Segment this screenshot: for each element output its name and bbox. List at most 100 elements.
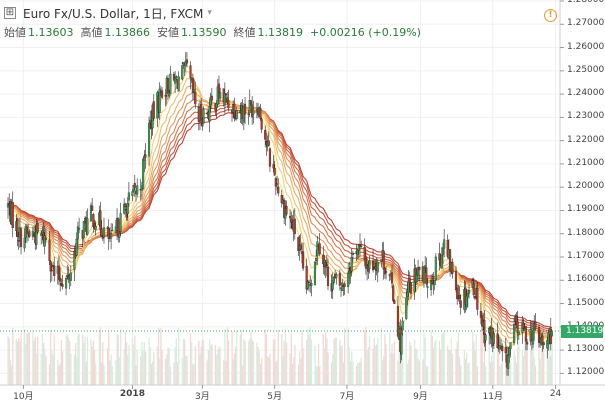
volume-bar (482, 362, 484, 385)
candle (285, 200, 288, 216)
candle (147, 116, 151, 166)
candle (227, 89, 230, 112)
candle (472, 277, 475, 299)
candle-body (472, 283, 475, 296)
volume-bar (265, 334, 268, 385)
candle-body (44, 237, 47, 240)
volume-bar (285, 342, 288, 385)
candle (102, 217, 106, 244)
volume-bar (339, 339, 341, 385)
candle (524, 326, 527, 351)
alert-icon[interactable]: ! (544, 9, 557, 22)
volume-bar (128, 344, 130, 385)
candle-body (243, 103, 247, 115)
volume-bar (40, 353, 42, 385)
volume-bar (377, 337, 379, 385)
candle-body (268, 148, 271, 167)
symbol-title[interactable]: Euro Fx/U.S. Dollar, 1日, FXCM (23, 6, 204, 21)
candle (338, 269, 341, 291)
volume-bar (485, 366, 487, 385)
volume-bar (52, 354, 54, 385)
volume-bar (151, 361, 154, 385)
candle-body (451, 261, 454, 274)
candle-body (82, 220, 85, 239)
volume-bar (101, 362, 103, 385)
volume-bar (134, 335, 136, 385)
volume-bar (35, 353, 38, 385)
volume-bar (365, 327, 367, 385)
candle-body (326, 267, 330, 287)
candle (351, 250, 354, 263)
volume-bar (334, 337, 336, 385)
candle (267, 131, 270, 146)
candle-body (285, 206, 288, 215)
ema-line-20 (7, 84, 553, 339)
candle-body (351, 252, 354, 256)
candle (318, 233, 321, 257)
volume-bar (182, 338, 185, 385)
expand-icon[interactable]: ⊞ (4, 7, 16, 19)
candle-body (147, 123, 151, 157)
volume-bar (60, 340, 63, 385)
volume-bar (252, 341, 255, 385)
candle-body (316, 241, 319, 256)
candle-body (73, 251, 76, 270)
volume-bar (451, 353, 454, 385)
volume-bar (417, 358, 419, 385)
candle (534, 312, 537, 332)
volume-bar (384, 333, 386, 385)
volume-bar (118, 357, 121, 385)
volume-bar (144, 351, 147, 385)
volume-bar (140, 356, 142, 385)
volume-bar (533, 357, 535, 385)
candle (509, 342, 512, 358)
candle-body (325, 264, 328, 266)
volume-bar (372, 348, 374, 385)
y-tick-label: 1.18000 (567, 227, 605, 238)
volume-bar (460, 365, 462, 385)
candle-body (57, 265, 61, 280)
open-value: 1.13603 (28, 25, 74, 39)
candle (91, 197, 94, 212)
chevron-down-icon[interactable]: ▾ (207, 8, 212, 18)
candle (476, 282, 479, 316)
volume-bar (50, 329, 52, 385)
volume-bar (268, 357, 270, 385)
volume-bar (298, 351, 301, 385)
volume-bar (133, 344, 135, 385)
volume-bar (327, 352, 329, 385)
volume-bar (476, 366, 479, 385)
volume-bar (166, 354, 168, 385)
volume-bar (57, 359, 59, 385)
volume-bar (239, 334, 241, 385)
y-tick-label: 1.27000 (567, 18, 605, 29)
volume-bar (480, 330, 482, 385)
candle-body (380, 259, 383, 262)
y-tick-label: 1.20000 (567, 181, 605, 192)
volume-bar (20, 330, 22, 385)
volume-bar (550, 355, 552, 385)
volume-bar (7, 336, 9, 385)
candle-body (127, 192, 130, 201)
volume-bar (231, 330, 233, 385)
candle-body (467, 290, 471, 294)
close-label: 終値 (233, 26, 256, 39)
candle-body (119, 213, 122, 232)
candle-body (49, 261, 52, 272)
volume-bar (450, 338, 452, 385)
volume-bar (534, 365, 537, 385)
candle (219, 87, 222, 102)
volume-bar (490, 355, 493, 385)
volume-bar (225, 360, 227, 385)
candle (382, 241, 385, 280)
volume-bar (210, 345, 212, 385)
candle-body (338, 272, 341, 286)
volume-bar (169, 366, 172, 385)
x-tick-label: 2018 (119, 389, 145, 399)
candle (422, 266, 426, 288)
ema-line-25 (7, 92, 553, 337)
candle-body (107, 228, 110, 239)
volume-bar (323, 347, 326, 385)
